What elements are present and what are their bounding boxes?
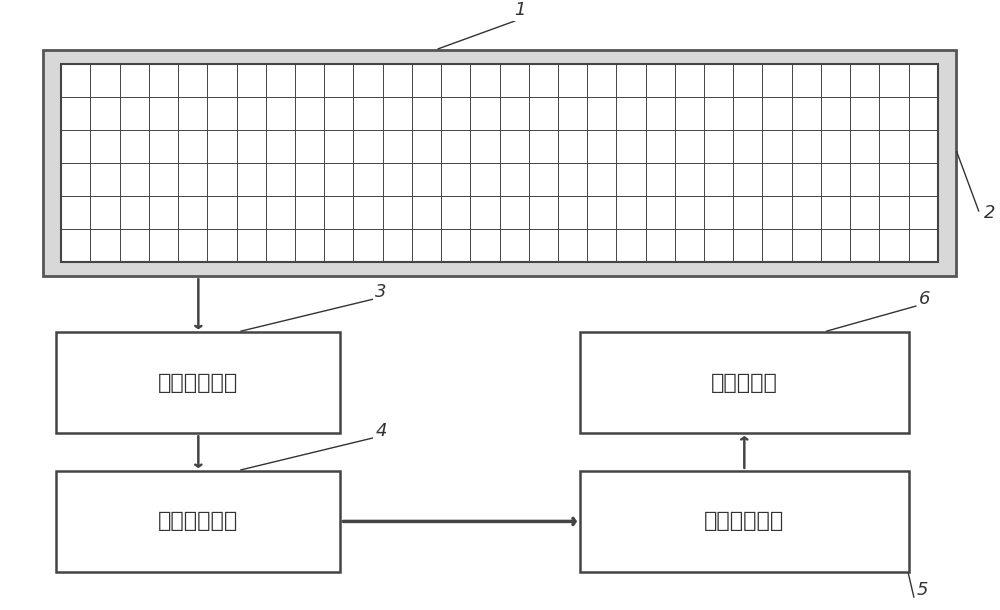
Text: 数据传输模块: 数据传输模块	[158, 511, 238, 531]
Text: 客户端软件: 客户端软件	[711, 373, 778, 393]
Text: 外围处理设备: 外围处理设备	[704, 511, 784, 531]
Bar	[56, 332, 340, 433]
Text: 4: 4	[375, 422, 387, 440]
Bar	[580, 471, 909, 572]
Text: 数据采集模块: 数据采集模块	[158, 373, 238, 393]
Text: 2: 2	[984, 204, 995, 222]
Text: 5: 5	[917, 581, 928, 599]
Text: 6: 6	[919, 290, 930, 308]
Text: 1: 1	[514, 1, 526, 19]
Bar	[61, 64, 938, 262]
Text: 3: 3	[375, 283, 387, 301]
Bar	[43, 50, 956, 276]
Bar	[56, 471, 340, 572]
Bar	[580, 332, 909, 433]
